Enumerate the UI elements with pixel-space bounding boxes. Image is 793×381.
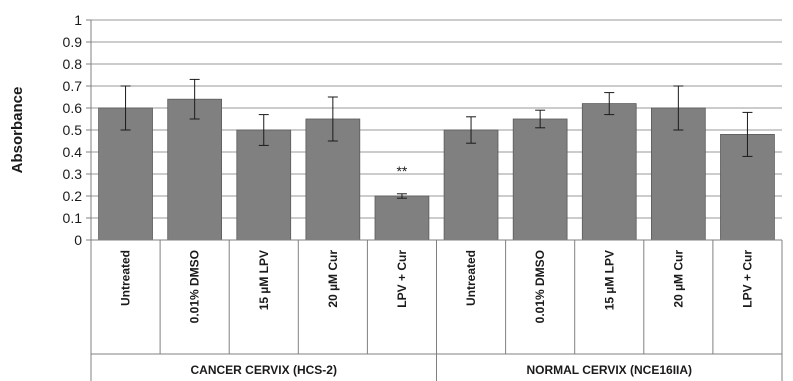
category-label: LPV + Cur — [740, 250, 754, 308]
y-tick-label: 0.1 — [63, 210, 83, 226]
category-label: 15 µM LPV — [257, 250, 271, 310]
bar — [167, 98, 222, 241]
y-tick-label: 0.5 — [63, 122, 83, 138]
category-label: Untreated — [464, 250, 478, 306]
y-tick-label: 0.2 — [63, 188, 83, 204]
bars — [98, 78, 775, 241]
labels: 0 0.1 0.2 0.3 0.4 0.5 0.6 0.7 0.8 0.9 1 ** Untreated… — [63, 12, 755, 377]
category-label: LPV + Cur — [395, 250, 409, 308]
y-tick-label: 0.4 — [63, 144, 83, 160]
category-label: Untreated — [119, 250, 133, 306]
category-label: 0.01% DMSO — [188, 250, 202, 323]
bar — [236, 129, 292, 241]
bar — [581, 103, 637, 241]
category-label: 0.01% DMSO — [533, 250, 547, 323]
group-label: NORMAL CERVIX (NCE16IIA) — [526, 363, 692, 377]
y-tick-label: 0.8 — [63, 56, 83, 72]
significance-marker: ** — [396, 163, 407, 179]
y-tick-label: 0.7 — [63, 78, 83, 94]
y-tick-label: 0.3 — [63, 166, 83, 182]
y-axis-title: Absorbance — [9, 87, 26, 174]
y-tick-label: 0 — [74, 232, 82, 248]
bar — [374, 195, 430, 241]
y-tick-label: 0.6 — [63, 100, 83, 116]
category-label: 15 µM LPV — [602, 250, 616, 310]
bar — [443, 129, 499, 241]
category-label: 20 µM Cur — [326, 250, 340, 308]
group-label: CANCER CERVIX (HCS-2) — [191, 363, 337, 377]
bar — [512, 118, 568, 241]
y-tick-label: 0.9 — [63, 34, 83, 50]
axes — [86, 19, 783, 381]
y-tick-label: 1 — [74, 12, 82, 28]
category-label: 20 µM Cur — [671, 250, 685, 308]
